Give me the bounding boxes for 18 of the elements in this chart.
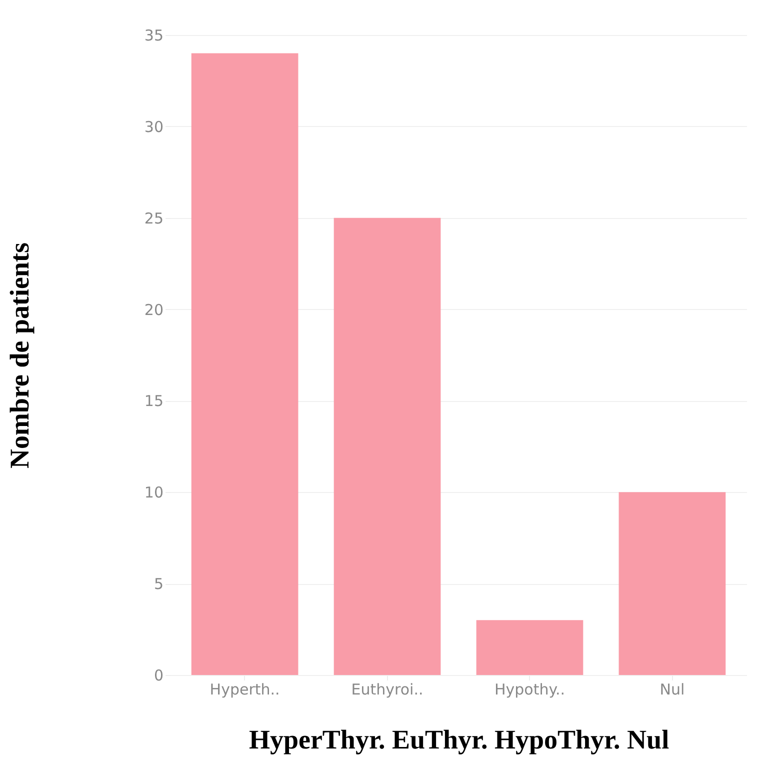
x-tick-label: Hypothy.. (494, 680, 565, 698)
y-tick-label: 0 (154, 666, 164, 684)
y-tick-label: 5 (154, 575, 164, 594)
bar (618, 492, 726, 675)
y-tick-label: 15 (144, 392, 164, 410)
y-tick-label: 35 (144, 26, 164, 44)
y-axis-title: Nombre de patients (4, 242, 34, 468)
y-tick-label: 30 (144, 118, 164, 136)
x-tick-label: Euthyroi.. (351, 680, 424, 698)
bar (191, 53, 298, 675)
bar (334, 218, 441, 675)
x-tick-label: Nul (660, 680, 685, 698)
x-tick-label: Hyperth.. (210, 680, 280, 698)
y-tick-label: 20 (144, 300, 164, 319)
y-tick-label: 25 (144, 209, 164, 228)
y-tick-label: 10 (144, 484, 164, 502)
bar (476, 620, 584, 675)
x-axis-title: HyperThyr. EuThyr. HypoThyr. Nul (248, 724, 670, 754)
